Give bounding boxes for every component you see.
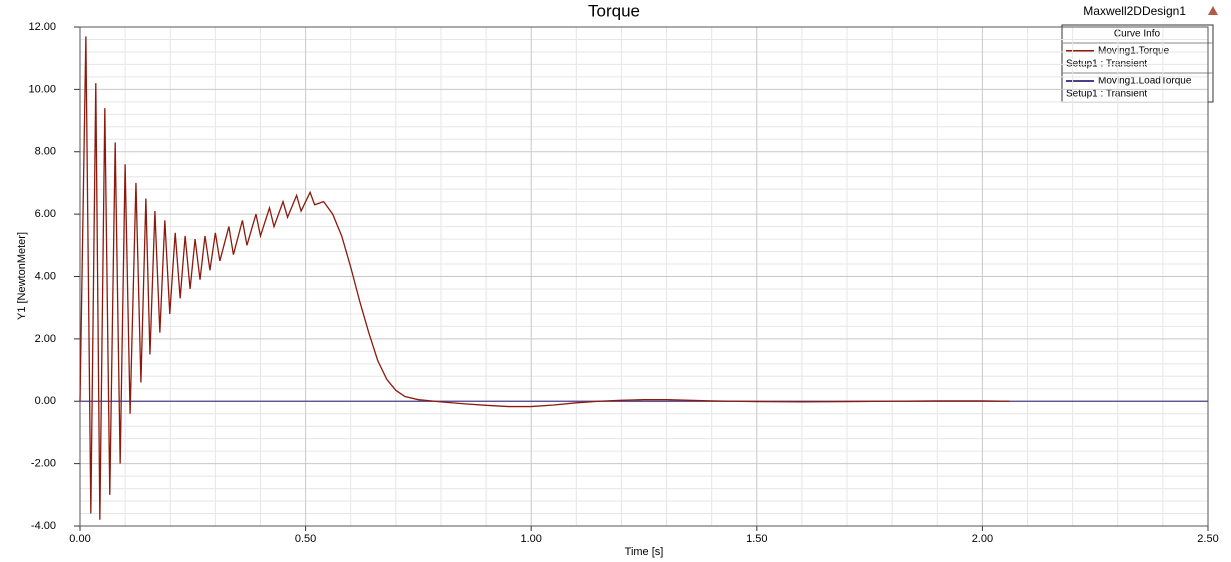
y-tick-label: 10.00: [28, 83, 56, 95]
x-tick-label: 2.50: [1197, 533, 1218, 545]
x-tick-label: 2.00: [972, 533, 993, 545]
x-tick-label: 0.00: [69, 533, 90, 545]
y-tick-label: 6.00: [35, 208, 56, 220]
x-tick-label: 1.00: [520, 533, 541, 545]
y-tick-label: -2.00: [31, 458, 56, 470]
chart-title: Torque: [588, 1, 640, 20]
design-name: Maxwell2DDesign1: [1083, 4, 1186, 18]
y-axis-label: Y1 [NewtonMeter]: [16, 232, 28, 320]
y-tick-label: -4.00: [31, 520, 56, 532]
legend-title: Curve Info: [1114, 29, 1161, 40]
design-icon: [1208, 6, 1218, 15]
legend-label: Moving1.LoadTorque: [1098, 76, 1192, 87]
x-axis-label: Time [s]: [625, 546, 664, 558]
y-tick-label: 12.00: [28, 21, 56, 33]
y-tick-label: 4.00: [35, 270, 56, 282]
y-tick-label: 0.00: [35, 395, 56, 407]
series-line: [79, 36, 1010, 520]
legend-label: Moving1.Torque: [1098, 46, 1170, 57]
x-tick-label: 1.50: [746, 533, 767, 545]
plot-frame: [79, 26, 1209, 527]
y-tick-label: 8.00: [35, 146, 56, 158]
legend: Curve Info Moving1.Torque Setup1 : Transi…: [1061, 24, 1214, 103]
x-tick-label: 0.50: [295, 533, 316, 545]
legend-setup: Setup1 : Transient: [1066, 89, 1147, 100]
y-tick-label: 2.00: [35, 333, 56, 345]
